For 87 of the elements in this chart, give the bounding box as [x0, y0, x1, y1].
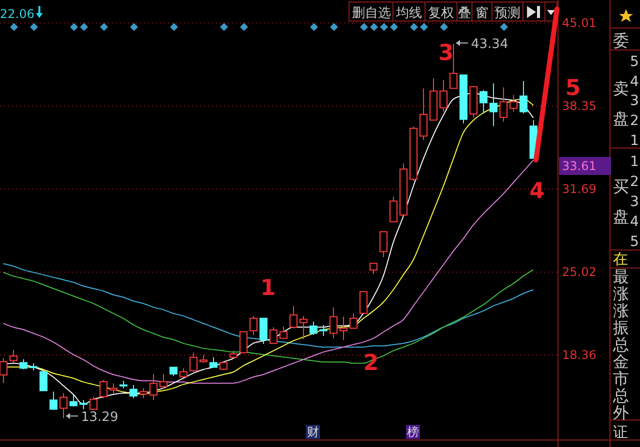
text: 在 — [613, 250, 628, 268]
text: 2 — [630, 113, 639, 129]
y-tick-label: 18.36 — [562, 348, 596, 362]
text: 5 — [630, 54, 639, 70]
candlestick — [390, 196, 398, 222]
candlestick — [50, 391, 58, 410]
text: 盘 — [613, 207, 629, 226]
candlestick — [80, 400, 88, 410]
text: 4 — [630, 214, 639, 230]
candlestick — [0, 358, 8, 384]
candlestick — [150, 373, 158, 401]
candlestick — [240, 331, 248, 354]
text: 振 — [613, 318, 629, 337]
candlestick — [490, 82, 498, 127]
text: 买 — [613, 177, 629, 196]
annotation: 榜 — [407, 425, 419, 439]
candlestick — [480, 90, 488, 114]
annotation: 复权 — [428, 6, 454, 21]
text: 证 — [613, 423, 628, 441]
candlestick — [130, 384, 138, 399]
text: 最 — [613, 267, 629, 286]
text: 委 — [613, 31, 629, 50]
candlestick — [440, 80, 448, 112]
candlestick — [310, 321, 318, 336]
candlestick — [330, 306, 338, 339]
annotation: 窗 — [476, 5, 488, 21]
candlestick — [510, 94, 518, 112]
text: 5 — [630, 234, 639, 250]
candlestick — [360, 291, 368, 314]
annotation: 叠 — [458, 6, 471, 21]
candlestick — [210, 356, 218, 368]
annotation: 财 — [307, 425, 319, 439]
candlestick — [70, 394, 78, 408]
annotation: 删自选 — [352, 6, 391, 21]
candlestick — [520, 80, 528, 114]
candlestick — [420, 88, 428, 141]
text: 3 — [630, 194, 639, 210]
candlestick — [160, 373, 168, 389]
candlestick — [10, 349, 18, 364]
y-tick-label: 25.02 — [562, 264, 596, 279]
candlestick — [370, 262, 378, 274]
candlestick — [320, 324, 328, 336]
text: 1 — [630, 154, 639, 170]
candlestick — [140, 388, 148, 399]
annotation: 22.06 — [0, 7, 34, 21]
candlestick — [110, 382, 118, 394]
text: 总 — [612, 386, 629, 405]
candlestick — [290, 305, 298, 329]
text: 33.61 — [562, 159, 596, 173]
text: 涨 — [613, 284, 629, 303]
text: 总 — [612, 335, 629, 354]
y-tick-label: 38.35 — [562, 98, 596, 113]
text: 涨 — [613, 301, 629, 320]
text: 4 — [630, 74, 639, 90]
candlestick — [350, 312, 358, 329]
candlestick — [300, 316, 308, 340]
text: 2 — [630, 174, 639, 190]
candlestick — [40, 371, 48, 392]
text: 金 — [613, 352, 629, 371]
annotation: 43.34 — [471, 37, 508, 52]
candlestick — [500, 86, 508, 122]
text: 市 — [613, 369, 629, 388]
candlestick — [100, 379, 108, 399]
candlestick — [20, 358, 28, 370]
annotation: 13.29 — [81, 410, 118, 425]
text: 5 — [565, 76, 581, 101]
text: 外 — [613, 403, 629, 422]
annotation: 预测 — [494, 6, 520, 21]
candlestick — [250, 316, 258, 336]
annotation: 3 — [438, 41, 454, 66]
candlestick — [180, 368, 188, 378]
annotation: 1 — [260, 276, 276, 301]
annotation: 4 — [529, 179, 545, 204]
text: 卖 — [613, 79, 629, 98]
text: 盘 — [613, 109, 629, 128]
line-series — [2, 263, 534, 348]
candlestick — [260, 318, 268, 344]
candlestick — [270, 326, 278, 344]
candlestick — [90, 396, 98, 410]
annotation: 均线 — [395, 6, 422, 21]
y-tick-label: 45.01 — [562, 16, 596, 30]
candlestick — [190, 352, 198, 372]
text: 1 — [630, 133, 639, 149]
y-tick-label: 31.69 — [562, 182, 596, 196]
candlestick — [280, 326, 288, 339]
text: 3 — [630, 93, 639, 109]
candlestick — [380, 231, 388, 258]
